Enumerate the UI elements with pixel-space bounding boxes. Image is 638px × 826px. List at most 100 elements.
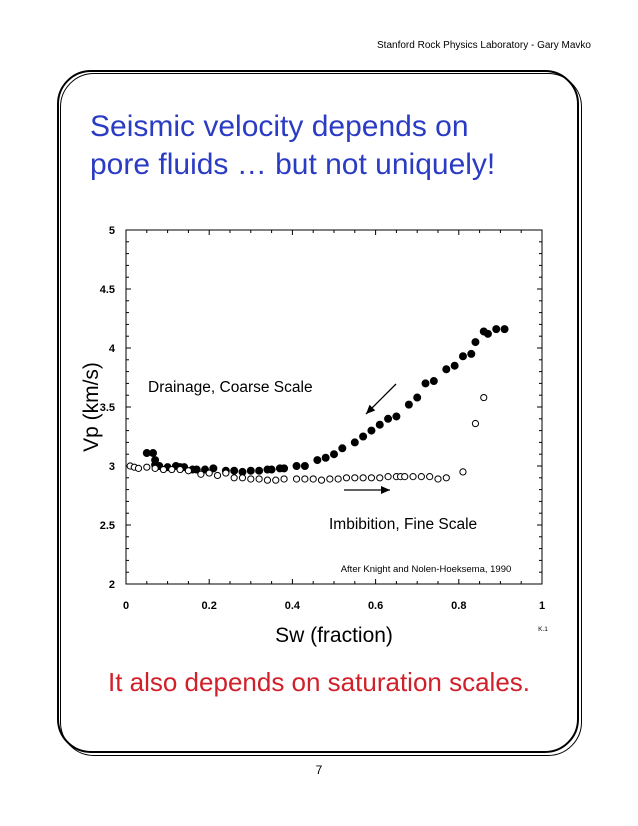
drainage-point [292, 461, 301, 470]
drainage-point [280, 464, 289, 473]
drainage-point [429, 377, 438, 386]
imbibition-point [151, 464, 159, 472]
imbibition-point [309, 475, 317, 483]
drainage-point [392, 412, 401, 421]
imbibition-point [376, 474, 384, 482]
y-tick-label: 3.5 [100, 402, 115, 414]
imbibition-point [417, 473, 425, 481]
header-credit: Stanford Rock Physics Laboratory - Gary … [377, 40, 591, 51]
imbibition-point [168, 465, 176, 474]
y-tick-label: 4 [109, 343, 116, 355]
imbibition-arrow-head [381, 486, 390, 494]
imbibition-point [213, 471, 222, 480]
imbibition-label: Imbibition, Fine Scale [329, 516, 477, 533]
y-tick-label: 5 [109, 225, 115, 237]
drainage-point [384, 414, 393, 423]
imbibition-point [326, 475, 334, 483]
x-tick-label: 0.6 [368, 600, 383, 612]
imbibition-point [426, 473, 434, 481]
imbibition-point [280, 475, 288, 483]
drainage-point [338, 444, 347, 453]
imbibition-point [143, 463, 151, 471]
imbibition-point [351, 474, 359, 482]
drainage-point [359, 432, 368, 441]
drainage-point [329, 450, 338, 459]
drainage-point [404, 400, 413, 409]
drainage-point [267, 465, 276, 474]
x-axis-label: Sw (fraction) [275, 624, 393, 647]
drainage-point [413, 393, 422, 402]
imbibition-point [342, 474, 351, 482]
y-tick-label: 2 [109, 579, 115, 591]
drainage-point [350, 438, 359, 447]
imbibition-point [255, 475, 263, 483]
drainage-label: Drainage, Coarse Scale [148, 379, 313, 396]
drainage-point [442, 365, 451, 374]
drainage-point [313, 456, 322, 465]
imbibition-point [159, 465, 168, 474]
drainage-point [209, 464, 218, 473]
imbibition-point [272, 476, 280, 484]
imbibition-point [176, 465, 184, 474]
imbibition-point [292, 475, 301, 483]
imbibition-point [471, 419, 480, 428]
corner-label: K.1 [538, 626, 548, 633]
slide-title-line1: Seismic velocity depends on [90, 110, 469, 143]
drainage-point [246, 466, 255, 475]
imbibition-point [205, 469, 213, 477]
imbibition-point [409, 473, 417, 481]
drainage-point [255, 466, 264, 475]
slide-frame [57, 70, 579, 753]
drainage-point [500, 325, 509, 334]
imbibition-point [459, 468, 467, 476]
drainage-point [483, 329, 492, 338]
drainage-point [321, 453, 330, 462]
drainage-point [458, 352, 467, 361]
imbibition-point [334, 475, 342, 483]
x-tick-label: 0.2 [202, 600, 217, 612]
x-tick-label: 1 [539, 600, 545, 612]
imbibition-point [480, 393, 488, 402]
imbibition-point [367, 474, 376, 482]
bottom-statement: It also depends on saturation scales. [107, 667, 531, 697]
page-number: 7 [315, 763, 323, 777]
drainage-arrow-head [366, 404, 376, 414]
imbibition-point [263, 476, 272, 484]
imbibition-point [197, 470, 205, 478]
imbibition-point [301, 475, 309, 483]
y-tick-label: 4.5 [100, 284, 115, 296]
imbibition-point [238, 474, 247, 482]
y-axis-label: Vp (km/s) [80, 362, 103, 452]
imbibition-point [184, 467, 192, 475]
imbibition-point [134, 464, 143, 472]
imbibition-point [442, 474, 450, 482]
imbibition-point [434, 475, 442, 483]
x-tick-label: 0.8 [451, 600, 466, 612]
x-tick-label: 0 [123, 600, 129, 612]
credit-label: After Knight and Nolen-Hoeksema, 1990 [341, 564, 512, 575]
drainage-point [300, 461, 309, 470]
drainage-point [230, 466, 239, 475]
imbibition-point [230, 474, 238, 482]
x-tick-label: 0.4 [285, 600, 301, 612]
drainage-point [149, 449, 158, 458]
imbibition-point [359, 474, 367, 482]
slide-frame-shadow [60, 73, 582, 756]
slide-title-line2: pore fluids … but not uniquely! [90, 148, 496, 181]
imbibition-point [317, 476, 326, 484]
imbibition-point [384, 473, 392, 481]
imbibition-point [401, 473, 409, 481]
drainage-point [367, 426, 376, 435]
y-tick-label: 3 [109, 461, 115, 473]
drainage-point [492, 325, 501, 334]
imbibition-point [247, 475, 255, 483]
drainage-point [192, 465, 201, 474]
drainage-point [471, 338, 480, 347]
drainage-point [375, 420, 384, 429]
drainage-point [467, 349, 476, 358]
drainage-point [450, 361, 459, 370]
slide-title: Seismic velocity depends on pore fluids … [90, 108, 570, 184]
imbibition-point [222, 469, 230, 477]
y-tick-label: 2.5 [100, 520, 115, 532]
